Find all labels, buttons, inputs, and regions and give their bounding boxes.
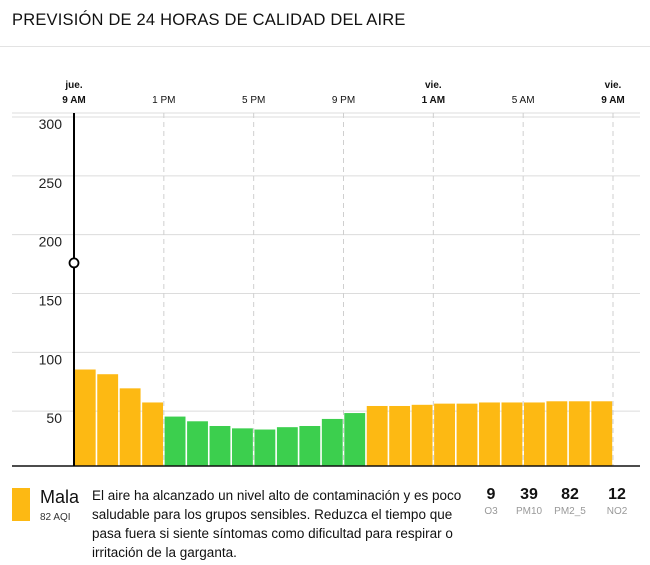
aqi-bar	[568, 401, 590, 466]
x-time-label: 5 PM	[242, 95, 265, 106]
pollutant-value: 9	[486, 486, 496, 503]
aqi-bar	[411, 404, 433, 466]
legend-swatch	[12, 488, 30, 521]
pollutant-name: PM2_5	[554, 506, 586, 517]
y-tick-label: 100	[39, 351, 63, 367]
y-tick-label: 150	[39, 293, 63, 309]
aqi-bar	[232, 428, 253, 466]
aqi-bar	[546, 401, 568, 466]
header-divider	[0, 46, 650, 47]
pollutant-pm10: 39 PM10	[504, 486, 554, 517]
aqi-bar	[389, 405, 411, 466]
aqi-bar	[299, 425, 321, 466]
aqi-bar	[591, 401, 613, 466]
y-tick-label: 300	[39, 116, 63, 132]
x-time-label: 1 AM	[422, 95, 446, 106]
aqi-bar	[142, 402, 164, 466]
pollutant-value: 12	[608, 486, 626, 503]
x-time-label: 1 PM	[152, 95, 175, 106]
aqi-bar	[97, 374, 119, 466]
current-time-marker	[68, 257, 80, 269]
aqi-bar	[523, 402, 545, 466]
aqi-bar	[501, 402, 523, 466]
aqi-bar	[254, 429, 276, 466]
x-day-label: vie.	[605, 80, 622, 91]
air-quality-description: El aire ha alcanzado un nivel alto de co…	[92, 488, 462, 560]
x-day-label: jue.	[64, 80, 82, 91]
aqi-bar	[276, 427, 298, 466]
x-day-label: vie.	[425, 80, 442, 91]
pollutant-o3: 9 O3	[466, 486, 516, 517]
pollutant-name: O3	[484, 506, 498, 517]
aqi-bar	[187, 421, 208, 466]
y-tick-label: 50	[46, 410, 62, 426]
pollutant-value: 39	[520, 486, 538, 503]
aqi-bar	[119, 388, 141, 466]
aqi-bar	[434, 403, 455, 466]
x-time-label: 5 AM	[512, 95, 535, 106]
aqi-bar	[209, 425, 231, 466]
x-time-label: 9 AM	[62, 95, 86, 106]
pollutant-value: 82	[561, 486, 579, 503]
aqi-bar	[456, 403, 478, 466]
pollutant-no2: 12 NO2	[592, 486, 642, 517]
aqi-bar	[74, 369, 96, 466]
pollutant-pm2-5: 82 PM2_5	[545, 486, 595, 517]
aqi-bar	[479, 402, 500, 466]
aqi-forecast-chart: 300 250 200 150 100 50 jue. 9 AM 1 PM 5 PM 9 PM vie…	[12, 80, 640, 467]
legend-aqi-value: 82 AQI	[40, 512, 71, 523]
pollutant-name: NO2	[606, 506, 628, 517]
aqi-bar	[164, 416, 186, 466]
y-tick-label: 200	[39, 234, 63, 250]
pollutant-name: PM10	[515, 506, 543, 517]
x-time-label: 9 PM	[332, 95, 355, 106]
aqi-bar	[321, 418, 343, 466]
aqi-bar	[344, 413, 366, 466]
x-time-label: 9 AM	[601, 95, 625, 106]
y-tick-label: 250	[39, 175, 63, 191]
aqi-bar	[366, 405, 388, 466]
legend-category-label: Mala	[40, 487, 80, 507]
page-title: PREVISIÓN DE 24 HORAS DE CALIDAD DEL AIR…	[12, 11, 406, 29]
